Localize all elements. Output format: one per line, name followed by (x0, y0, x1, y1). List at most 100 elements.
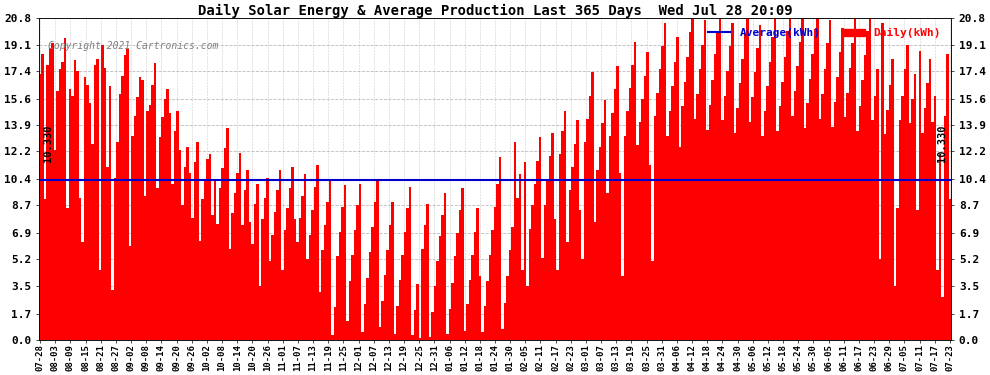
Bar (368, 252, 371, 340)
Bar (422, 249, 424, 340)
Bar (248, 222, 251, 340)
Bar (381, 301, 384, 340)
Bar (129, 246, 132, 340)
Text: 10.330: 10.330 (938, 124, 947, 162)
Bar (753, 72, 756, 340)
Bar (699, 69, 701, 340)
Bar (794, 91, 796, 340)
Bar (281, 270, 284, 340)
Bar (876, 69, 879, 340)
Title: Daily Solar Energy & Average Production Last 365 Days  Wed Jul 28 20:09: Daily Solar Energy & Average Production … (198, 4, 792, 18)
Bar (684, 82, 686, 340)
Bar (544, 206, 546, 340)
Bar (161, 117, 163, 340)
Bar (711, 80, 714, 340)
Bar (134, 116, 137, 340)
Bar (171, 184, 174, 340)
Bar (884, 134, 886, 340)
Bar (263, 198, 266, 340)
Bar (139, 77, 142, 340)
Bar (114, 177, 116, 340)
Bar (871, 120, 874, 340)
Bar (296, 242, 299, 340)
Bar (363, 304, 366, 340)
Bar (706, 130, 709, 340)
Text: 10.330: 10.330 (43, 124, 52, 162)
Bar (458, 210, 461, 340)
Bar (646, 53, 648, 340)
Bar (686, 57, 689, 340)
Bar (834, 102, 837, 340)
Bar (568, 190, 571, 340)
Bar (924, 108, 927, 340)
Bar (811, 54, 814, 340)
Bar (319, 292, 322, 340)
Bar (201, 199, 204, 340)
Bar (386, 250, 389, 340)
Bar (166, 89, 168, 340)
Bar (627, 111, 629, 340)
Bar (691, 15, 694, 340)
Bar (722, 120, 724, 340)
Bar (337, 256, 339, 340)
Bar (206, 159, 209, 340)
Bar (401, 255, 404, 340)
Bar (948, 199, 951, 340)
Bar (396, 306, 399, 340)
Bar (151, 85, 153, 340)
Bar (209, 154, 211, 340)
Bar (737, 108, 739, 340)
Bar (227, 128, 229, 340)
Bar (444, 193, 446, 340)
Bar (442, 214, 444, 340)
Bar (839, 53, 842, 340)
Bar (916, 210, 919, 340)
Bar (927, 83, 929, 340)
Bar (784, 57, 786, 340)
Bar (566, 242, 568, 340)
Bar (848, 68, 851, 340)
Bar (322, 250, 324, 340)
Bar (668, 111, 671, 340)
Bar (551, 133, 553, 340)
Bar (291, 167, 294, 340)
Bar (304, 174, 306, 340)
Bar (484, 306, 486, 340)
Bar (943, 116, 946, 340)
Bar (524, 162, 527, 340)
Bar (242, 225, 244, 340)
Bar (891, 58, 894, 340)
Bar (89, 104, 91, 340)
Bar (666, 136, 668, 340)
Bar (516, 198, 519, 340)
Bar (774, 13, 776, 340)
Bar (351, 255, 353, 340)
Bar (614, 89, 616, 340)
Bar (58, 69, 61, 340)
Bar (637, 145, 639, 340)
Bar (414, 310, 416, 340)
Bar (837, 77, 839, 340)
Bar (191, 218, 194, 340)
Bar (639, 122, 642, 340)
Bar (101, 45, 104, 340)
Bar (266, 177, 268, 340)
Bar (937, 270, 939, 340)
Bar (419, 338, 422, 340)
Bar (611, 112, 614, 340)
Bar (494, 207, 496, 340)
Bar (251, 244, 253, 340)
Bar (376, 181, 379, 340)
Bar (348, 281, 351, 340)
Bar (763, 111, 766, 340)
Bar (222, 168, 224, 340)
Bar (437, 261, 439, 340)
Bar (648, 165, 651, 340)
Bar (119, 94, 122, 340)
Bar (137, 97, 139, 340)
Bar (922, 133, 924, 340)
Bar (768, 62, 771, 340)
Bar (74, 60, 76, 340)
Bar (776, 131, 779, 340)
Bar (527, 286, 529, 340)
